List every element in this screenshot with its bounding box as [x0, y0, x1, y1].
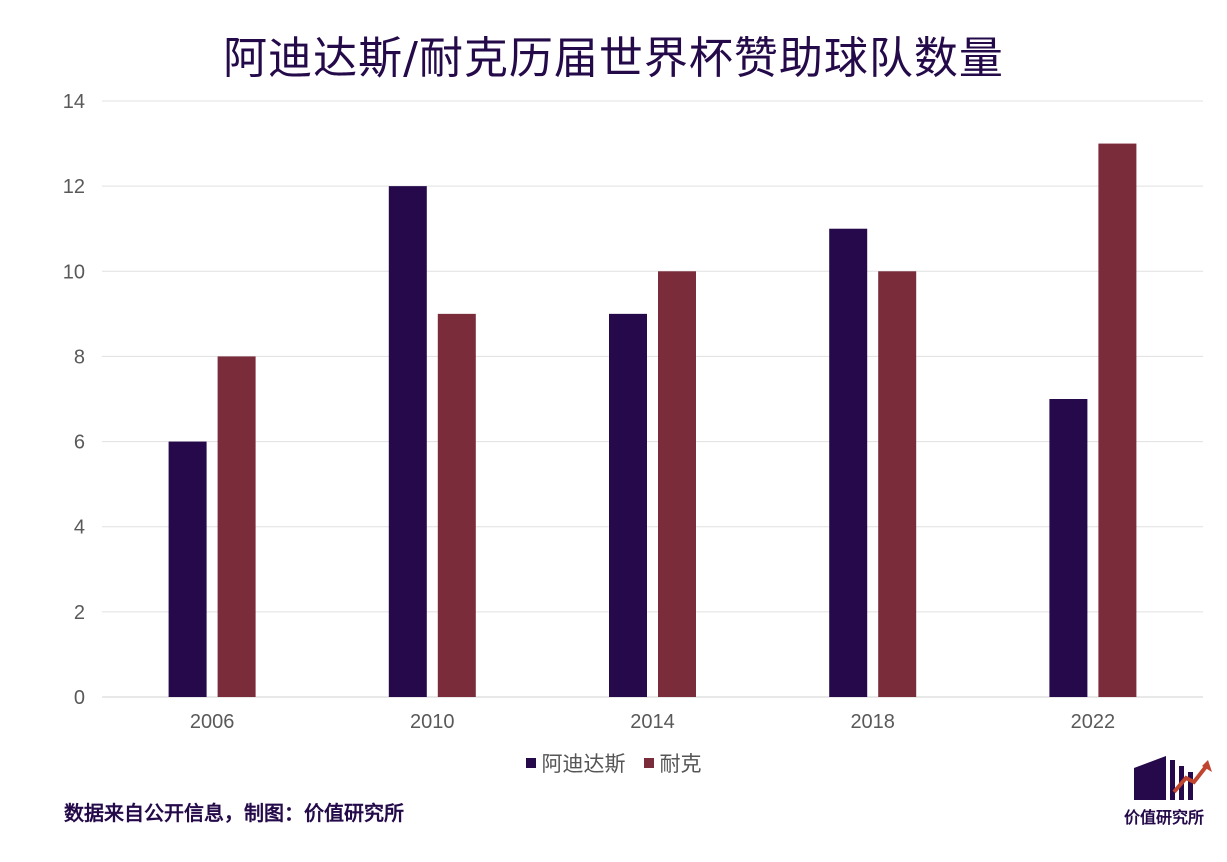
x-tick-label: 2010 [410, 711, 455, 733]
y-tick-label: 2 [74, 602, 85, 624]
y-axis-ticks: 0 2 4 6 8 10 12 14 [63, 91, 85, 709]
bar-adidas-2010 [388, 186, 427, 697]
legend-item-nike: 耐克 [643, 748, 702, 778]
bar-adidas-2014 [609, 313, 647, 697]
bar-nike-2010 [437, 313, 476, 697]
bar-adidas-2018 [829, 228, 868, 697]
source-note: 数据来自公开信息，制图：价值研究所 [64, 801, 404, 825]
bar-nike-2022 [1098, 143, 1137, 698]
x-tick-label: 2018 [850, 711, 895, 733]
bars [168, 143, 1137, 698]
logo-icon [1134, 756, 1212, 800]
legend: 阿迪达斯 耐克 [0, 748, 1227, 778]
x-tick-label: 2006 [190, 711, 235, 733]
x-tick-label: 2014 [630, 711, 675, 733]
x-tick-label: 2022 [1071, 711, 1116, 733]
y-tick-label: 14 [63, 91, 85, 113]
bar-nike-2014 [658, 271, 696, 697]
bar-nike-2006 [217, 356, 256, 697]
legend-swatch-nike [643, 758, 654, 768]
y-tick-label: 10 [63, 261, 85, 283]
legend-item-adidas: 阿迪达斯 [525, 748, 626, 778]
y-tick-label: 6 [74, 432, 85, 454]
logo-text: 价值研究所 [1123, 808, 1204, 827]
bar-adidas-2022 [1049, 399, 1088, 697]
bar-adidas-2006 [168, 441, 207, 697]
y-tick-label: 12 [63, 176, 85, 198]
gridlines [102, 100, 1203, 698]
bar-nike-2018 [878, 271, 917, 697]
y-tick-label: 4 [74, 517, 85, 539]
x-axis-ticks: 2006 2010 2014 2018 2022 [190, 711, 1115, 733]
y-tick-label: 8 [74, 346, 85, 368]
y-tick-label: 0 [74, 687, 85, 709]
legend-swatch-adidas [525, 758, 536, 768]
chart-title: 阿迪达斯/耐克历届世界杯赞助球队数量 [223, 33, 1004, 84]
legend-label-adidas: 阿迪达斯 [541, 752, 626, 776]
legend-label-nike: 耐克 [659, 752, 702, 776]
